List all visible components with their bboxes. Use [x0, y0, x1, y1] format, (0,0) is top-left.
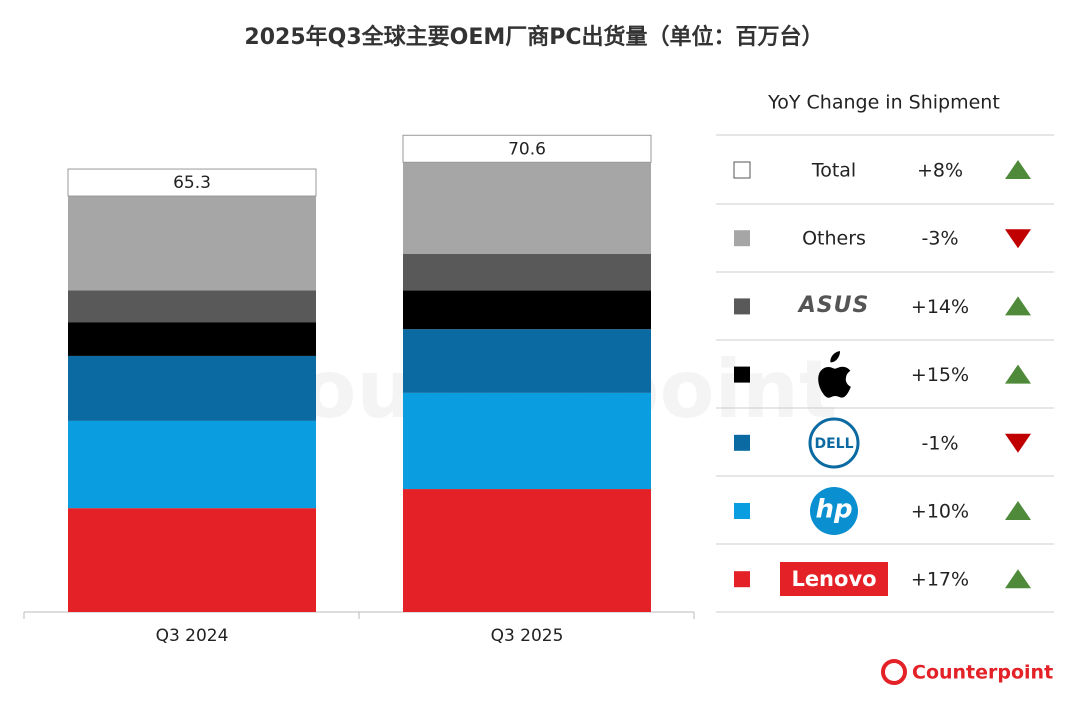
total-box — [67, 168, 317, 197]
source: Counterpoint — [912, 662, 1053, 684]
apple-logo — [818, 351, 851, 398]
trend-arrow — [1005, 501, 1031, 520]
bar-segment — [68, 508, 316, 612]
bar-segment — [403, 329, 651, 393]
trend-arrow — [1005, 160, 1031, 179]
lenovo-logo: Lenovo — [791, 567, 876, 591]
hp-logo-disc — [810, 487, 858, 535]
yoy-label: +15% — [911, 364, 969, 386]
bar-segment — [68, 355, 316, 421]
legend-swatch — [734, 571, 750, 588]
x-tick-label: Q3 2025 — [491, 626, 564, 646]
legend-swatch — [734, 503, 750, 519]
bar-segment — [68, 420, 316, 509]
hp-logo: hp — [815, 495, 852, 525]
bar-segment — [403, 254, 651, 291]
legend-swatch — [734, 434, 750, 451]
total-box — [402, 134, 652, 163]
legend-label: Total — [811, 160, 856, 182]
legend-swatch — [734, 230, 750, 247]
legend-swatch — [734, 366, 750, 383]
dell-logo: DELL — [814, 436, 853, 452]
bar-segment — [68, 196, 316, 291]
source-icon — [881, 659, 907, 685]
yoy-label: -3% — [922, 228, 959, 250]
legend-swatch — [734, 298, 750, 315]
yoy-label: -1% — [922, 432, 959, 454]
trend-arrow — [1005, 364, 1031, 384]
bar-segment — [403, 489, 651, 612]
bar-segment — [403, 290, 651, 330]
chart-title: 2025年Q3全球主要OEM厂商PC出货量（单位：百万台） — [244, 24, 823, 50]
total-label: 65.3 — [173, 173, 211, 193]
yoy-label: +8% — [917, 160, 963, 182]
bar-segment — [403, 392, 651, 490]
trend-arrow — [1005, 569, 1031, 589]
bar-segment — [403, 162, 651, 255]
x-tick-label: Q3 2024 — [156, 626, 229, 646]
bar-segment — [68, 290, 316, 323]
legend-swatch — [733, 161, 751, 179]
asus-logo: ASUS — [797, 293, 870, 318]
trend-arrow — [1005, 296, 1031, 316]
source-logo: Counterpoint — [881, 659, 1053, 685]
bar-segment — [68, 322, 316, 356]
dell-logo-ring — [808, 417, 860, 469]
total-label: 70.6 — [508, 139, 546, 159]
lenovo-logo-box — [780, 562, 888, 596]
legend-label: Others — [802, 228, 866, 250]
trend-arrow — [1005, 229, 1031, 249]
legend-title: YoY Change in Shipment — [767, 92, 1000, 114]
yoy-label: +14% — [911, 296, 969, 318]
trend-arrow — [1005, 433, 1031, 453]
yoy-label: +10% — [911, 501, 969, 523]
yoy-label: +17% — [911, 569, 969, 591]
